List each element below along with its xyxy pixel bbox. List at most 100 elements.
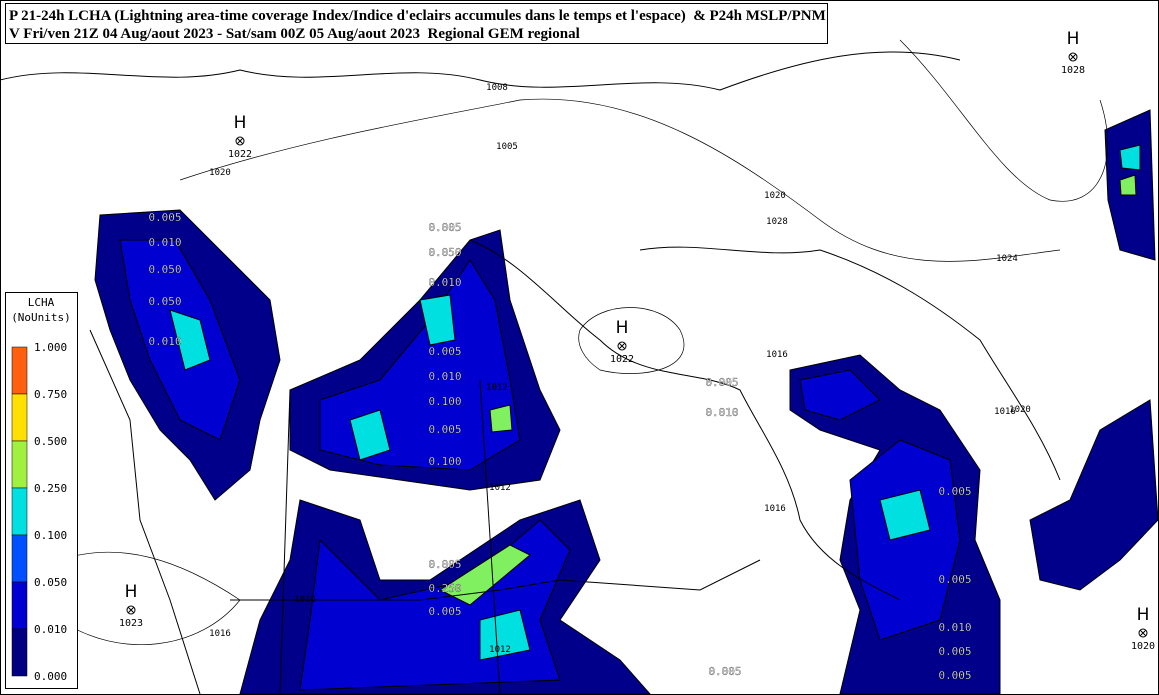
lightning-label: 0.005 <box>428 345 461 358</box>
isobar-label: 1020 <box>764 191 786 201</box>
lightning-label: 0.010 <box>148 236 181 249</box>
center-marker <box>1068 52 1078 62</box>
area <box>479 609 531 661</box>
center-marker <box>126 605 136 615</box>
lightning-label: 0.005 <box>938 645 971 658</box>
isobar-label: 1016 <box>764 504 786 514</box>
color-swatch <box>11 487 28 536</box>
legend-level: 0.050 <box>34 576 67 589</box>
color-swatch <box>11 581 28 630</box>
lightning-label: 0.005 <box>428 558 461 571</box>
isobar <box>578 307 685 374</box>
center-marker <box>1069 53 1077 61</box>
area <box>1029 399 1159 591</box>
isobar-label: 1005 <box>496 142 518 152</box>
coastline <box>469 239 901 601</box>
isobar-label: 1016 <box>994 407 1016 417</box>
lightning-label: 0.100 <box>428 455 461 468</box>
coastline <box>89 329 201 695</box>
color-swatch <box>11 534 28 583</box>
area <box>799 369 881 421</box>
legend: LCHA (NoUnits) 1.000 0.750 0.500 0.250 0.100… <box>5 292 78 689</box>
area <box>349 409 391 461</box>
legend-level: 0.750 <box>34 388 67 401</box>
lightning-label: 0.050 <box>428 246 461 259</box>
legend-level: 0.000 <box>34 670 67 683</box>
isobar-label: 1012 <box>486 383 508 393</box>
area <box>489 404 513 433</box>
legend-level: 1.000 <box>34 341 67 354</box>
pressure-value: 1020 <box>1131 641 1155 652</box>
center-marker <box>236 137 244 145</box>
isobar-label: 1016 <box>294 595 316 605</box>
coastline <box>0 51 961 91</box>
center-marker <box>617 341 627 351</box>
lightning-label: 0.100 <box>428 395 461 408</box>
isobars <box>59 39 1108 645</box>
center-marker <box>235 136 245 146</box>
lightning-label: 0.010 <box>148 335 181 348</box>
isobar-label: 1012 <box>489 483 511 493</box>
pressure-symbol: H <box>616 318 629 338</box>
area <box>879 489 931 541</box>
legend-level: 0.500 <box>34 435 67 448</box>
color-bar: 1.000 0.750 0.500 0.250 0.100 0.050 0.010 0.000 <box>11 341 67 683</box>
lightning-label: 0.010 <box>428 276 461 289</box>
isobar-label: 1012 <box>489 645 511 655</box>
legend-title: LCHA <box>28 296 55 309</box>
isobar <box>59 551 241 645</box>
center-marker <box>618 342 626 350</box>
color-swatch <box>11 440 28 489</box>
coastlines <box>0 51 1061 695</box>
lightning-label: 0.050 <box>148 263 181 276</box>
pressure-value: 1023 <box>119 618 143 629</box>
border <box>230 559 761 601</box>
center-marker <box>127 606 135 614</box>
isobar-label: 1016 <box>766 350 788 360</box>
legend-units: (NoUnits) <box>11 311 71 324</box>
lightning-areas <box>94 109 1159 695</box>
legend-level: 0.250 <box>34 482 67 495</box>
legend-level: 0.010 <box>34 623 67 636</box>
area <box>1119 144 1141 171</box>
lightning-label: 0.005 <box>148 211 181 224</box>
header-line: P 21-24h LCHA (Lightning area-time cover… <box>9 8 826 24</box>
header-box <box>5 3 828 44</box>
lightning-label: 0.005 <box>428 221 461 234</box>
area <box>419 294 456 346</box>
pressure-value: 1022 <box>228 149 252 160</box>
pressure-value: 1028 <box>1061 65 1085 76</box>
lightning-label: 0.005 <box>938 669 971 682</box>
area <box>849 439 961 641</box>
pressure-symbol: H <box>1067 29 1080 49</box>
isobar-label: 1024 <box>996 254 1018 264</box>
lightning-label: 0.005 <box>428 423 461 436</box>
lightning-label: 0.010 <box>938 621 971 634</box>
lightning-label: 0.005 <box>428 605 461 618</box>
lightning-label: 0.005 <box>938 485 971 498</box>
lightning-label: 0.005 <box>705 376 738 389</box>
pressure-symbol: H <box>1137 605 1150 625</box>
coastline <box>639 246 1061 481</box>
border <box>479 379 501 695</box>
lightning-label: 0.005 <box>708 665 741 678</box>
isobar-label: 1008 <box>486 83 508 93</box>
isobar-label: 1020 <box>1009 405 1031 415</box>
center-marker <box>1138 628 1148 638</box>
area <box>169 309 211 371</box>
header-line: V Fri/ven 21Z 04 Aug/aout 2023 - Sat/sam… <box>9 26 580 42</box>
lightning-label: 0.010 <box>705 406 738 419</box>
pressure-symbol: H <box>125 582 138 602</box>
isobar-label: 1028 <box>766 217 788 227</box>
area <box>438 544 531 606</box>
isobar-label: 1020 <box>209 168 231 178</box>
lightning-label: 0.010 <box>428 370 461 383</box>
color-swatch <box>11 346 28 395</box>
color-swatch <box>11 393 28 442</box>
color-swatch <box>11 628 28 677</box>
lightning-label: 0.250 <box>428 582 461 595</box>
lightning-label: 0.005 <box>938 573 971 586</box>
legend-level: 0.100 <box>34 529 67 542</box>
border <box>279 389 291 695</box>
